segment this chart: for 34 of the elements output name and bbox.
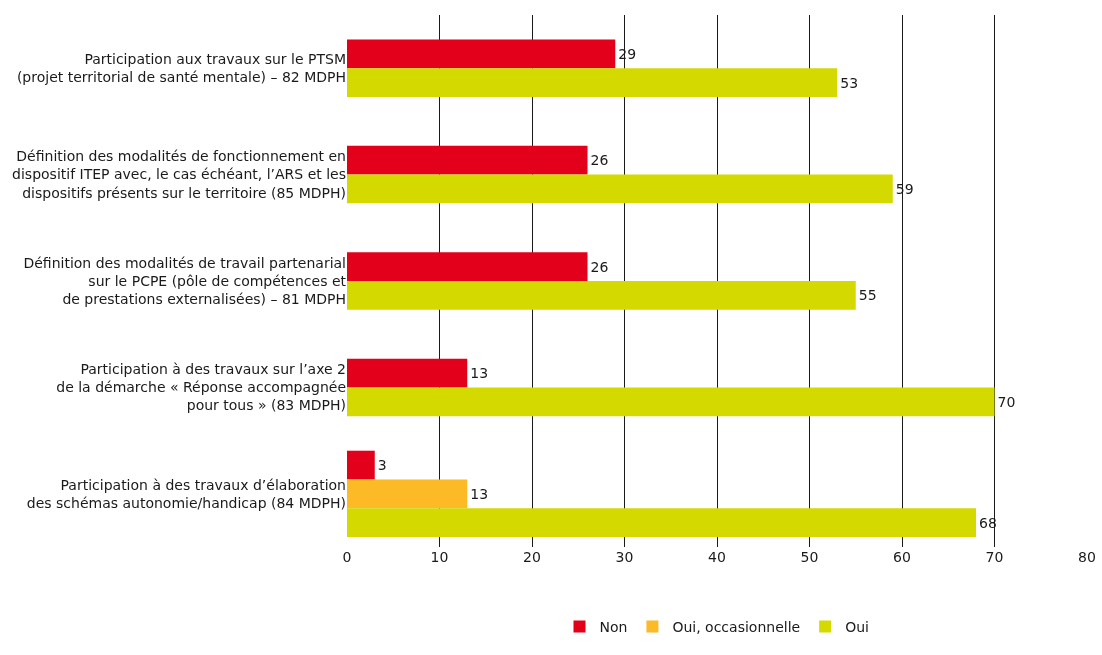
y-tick-label: Participation à des travaux sur l’axe 2 de la démarche « Réponse accompagnée pour tous » (83 MDPH) — [56, 361, 346, 414]
bar — [347, 145, 588, 175]
data-label: 55 — [858, 287, 877, 304]
bar — [347, 39, 616, 69]
data-label: 13 — [470, 365, 489, 382]
bar — [347, 387, 995, 417]
y-tick-label: Participation aux travaux sur le PTSM (projet territorial de santé mentale) – 82 MDPH — [16, 51, 346, 86]
x-tick-label: 70 — [985, 549, 1004, 565]
legend-label: Non — [599, 618, 628, 635]
data-label: 26 — [590, 258, 609, 275]
bar — [347, 174, 893, 204]
data-label: 13 — [470, 485, 489, 502]
x-tick-label: 40 — [708, 549, 726, 565]
data-label: 3 — [377, 457, 387, 474]
bar — [347, 358, 468, 388]
legend-label: Oui — [845, 618, 869, 635]
x-tick-label: 30 — [615, 549, 634, 565]
x-tick-label: 50 — [800, 549, 819, 565]
y-tick-label: Participation à des travaux d’élaboration des schémas autonomie/handicap (84 MDPH) — [26, 476, 346, 511]
x-tick-label: 80 — [1078, 549, 1096, 565]
x-tick-label: 0 — [342, 549, 352, 565]
data-label: 26 — [590, 152, 609, 169]
y-tick-label: Définition des modalités de travail partenarial sur le PCPE (pôle de compétences et de prestations externalisées) – 81 MDPH — [23, 254, 347, 308]
x-tick-label: 60 — [893, 549, 911, 565]
bar — [347, 252, 588, 281]
x-tick-label: 20 — [523, 549, 541, 565]
bar — [347, 281, 856, 310]
data-label: 70 — [997, 393, 1016, 410]
x-tick-label: 10 — [430, 549, 449, 565]
bar — [347, 68, 838, 97]
bar — [347, 479, 468, 509]
data-label: 53 — [840, 74, 859, 91]
y-tick-label: Définition des modalités de fonctionnement en dispositif ITEP avec, le cas échéant, l’ARS et les dispositifs présents sur le territoire (85 MDPH) — [12, 148, 346, 201]
legend-label: Oui, occasionnelle — [672, 618, 801, 635]
